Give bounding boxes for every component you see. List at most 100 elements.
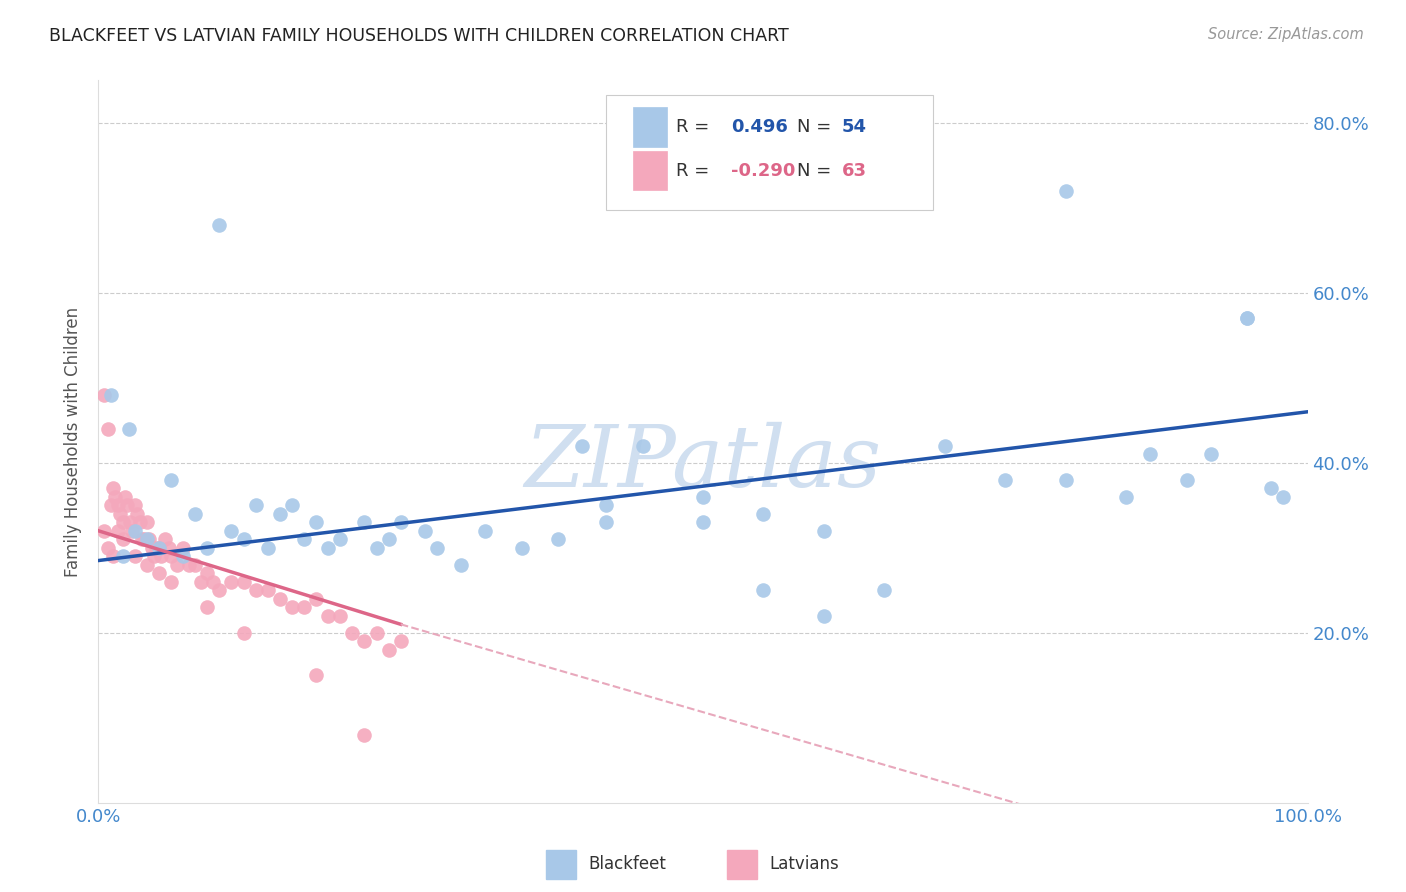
Point xyxy=(752,507,775,521)
Point xyxy=(366,541,388,555)
Point xyxy=(148,541,170,555)
Point xyxy=(994,473,1017,487)
Point xyxy=(281,498,304,512)
Point xyxy=(813,608,835,623)
Point xyxy=(134,533,156,547)
Point xyxy=(426,541,449,555)
Text: R =: R = xyxy=(676,161,716,179)
Point xyxy=(316,608,339,623)
Point xyxy=(377,642,399,657)
Point xyxy=(329,608,352,623)
Point xyxy=(221,574,243,589)
Point xyxy=(195,541,218,555)
Bar xyxy=(727,850,758,879)
Point xyxy=(184,558,207,572)
Point xyxy=(377,533,399,547)
Point xyxy=(93,524,115,538)
Point xyxy=(1199,447,1222,461)
Point xyxy=(124,549,146,564)
Point xyxy=(160,473,183,487)
Text: 63: 63 xyxy=(842,161,868,179)
Point xyxy=(232,625,254,640)
Point xyxy=(138,533,160,547)
Point xyxy=(145,541,167,555)
Point xyxy=(141,541,163,555)
Text: BLACKFEET VS LATVIAN FAMILY HOUSEHOLDS WITH CHILDREN CORRELATION CHART: BLACKFEET VS LATVIAN FAMILY HOUSEHOLDS W… xyxy=(49,27,789,45)
Point xyxy=(329,533,352,547)
Point xyxy=(256,541,278,555)
Point xyxy=(1260,481,1282,495)
Bar xyxy=(633,107,666,147)
Point xyxy=(353,634,375,648)
Point xyxy=(101,481,124,495)
Point xyxy=(195,600,218,615)
Point xyxy=(100,498,122,512)
Point xyxy=(292,600,315,615)
Point xyxy=(934,439,956,453)
Point xyxy=(111,533,134,547)
Point xyxy=(166,558,188,572)
Point xyxy=(316,541,339,555)
Point xyxy=(1054,473,1077,487)
Point xyxy=(111,549,134,564)
Point xyxy=(1175,473,1198,487)
Point xyxy=(153,533,176,547)
Point xyxy=(1115,490,1137,504)
Point xyxy=(547,533,569,547)
Point xyxy=(118,422,141,436)
Point xyxy=(160,549,183,564)
Point xyxy=(114,490,136,504)
Point xyxy=(195,566,218,581)
Point xyxy=(474,524,496,538)
Point xyxy=(107,498,129,512)
Point xyxy=(128,516,150,530)
Point xyxy=(221,524,243,538)
Point xyxy=(179,558,201,572)
Point xyxy=(127,507,149,521)
Point xyxy=(305,668,328,682)
Point xyxy=(208,583,231,598)
Point xyxy=(157,541,180,555)
Point xyxy=(692,516,714,530)
Point xyxy=(131,533,153,547)
Point xyxy=(117,498,139,512)
Bar xyxy=(633,151,666,191)
Point xyxy=(571,439,593,453)
Point xyxy=(202,574,225,589)
Point xyxy=(245,498,267,512)
Point xyxy=(595,516,617,530)
Point xyxy=(389,634,412,648)
Point xyxy=(692,490,714,504)
Text: Source: ZipAtlas.com: Source: ZipAtlas.com xyxy=(1208,27,1364,42)
Point xyxy=(107,524,129,538)
Point xyxy=(245,583,267,598)
Text: Latvians: Latvians xyxy=(769,855,839,873)
Text: ZIPatlas: ZIPatlas xyxy=(524,422,882,505)
Point xyxy=(389,516,412,530)
Text: Blackfeet: Blackfeet xyxy=(588,855,666,873)
Point xyxy=(342,625,364,640)
Point xyxy=(353,516,375,530)
Point xyxy=(450,558,472,572)
Point xyxy=(135,558,157,572)
Point xyxy=(135,533,157,547)
Point xyxy=(135,516,157,530)
Point xyxy=(160,574,183,589)
Point xyxy=(1236,311,1258,326)
Text: N =: N = xyxy=(797,161,838,179)
Point xyxy=(305,516,328,530)
Point xyxy=(353,728,375,742)
Point xyxy=(269,507,291,521)
Point xyxy=(873,583,896,598)
Point xyxy=(100,388,122,402)
Point xyxy=(232,574,254,589)
FancyBboxPatch shape xyxy=(606,95,932,211)
Point xyxy=(104,490,127,504)
Point xyxy=(172,541,194,555)
Point xyxy=(1272,490,1295,504)
Text: R =: R = xyxy=(676,119,716,136)
Point xyxy=(208,218,231,232)
Point xyxy=(108,507,131,521)
Point xyxy=(413,524,436,538)
Text: -0.290: -0.290 xyxy=(731,161,796,179)
